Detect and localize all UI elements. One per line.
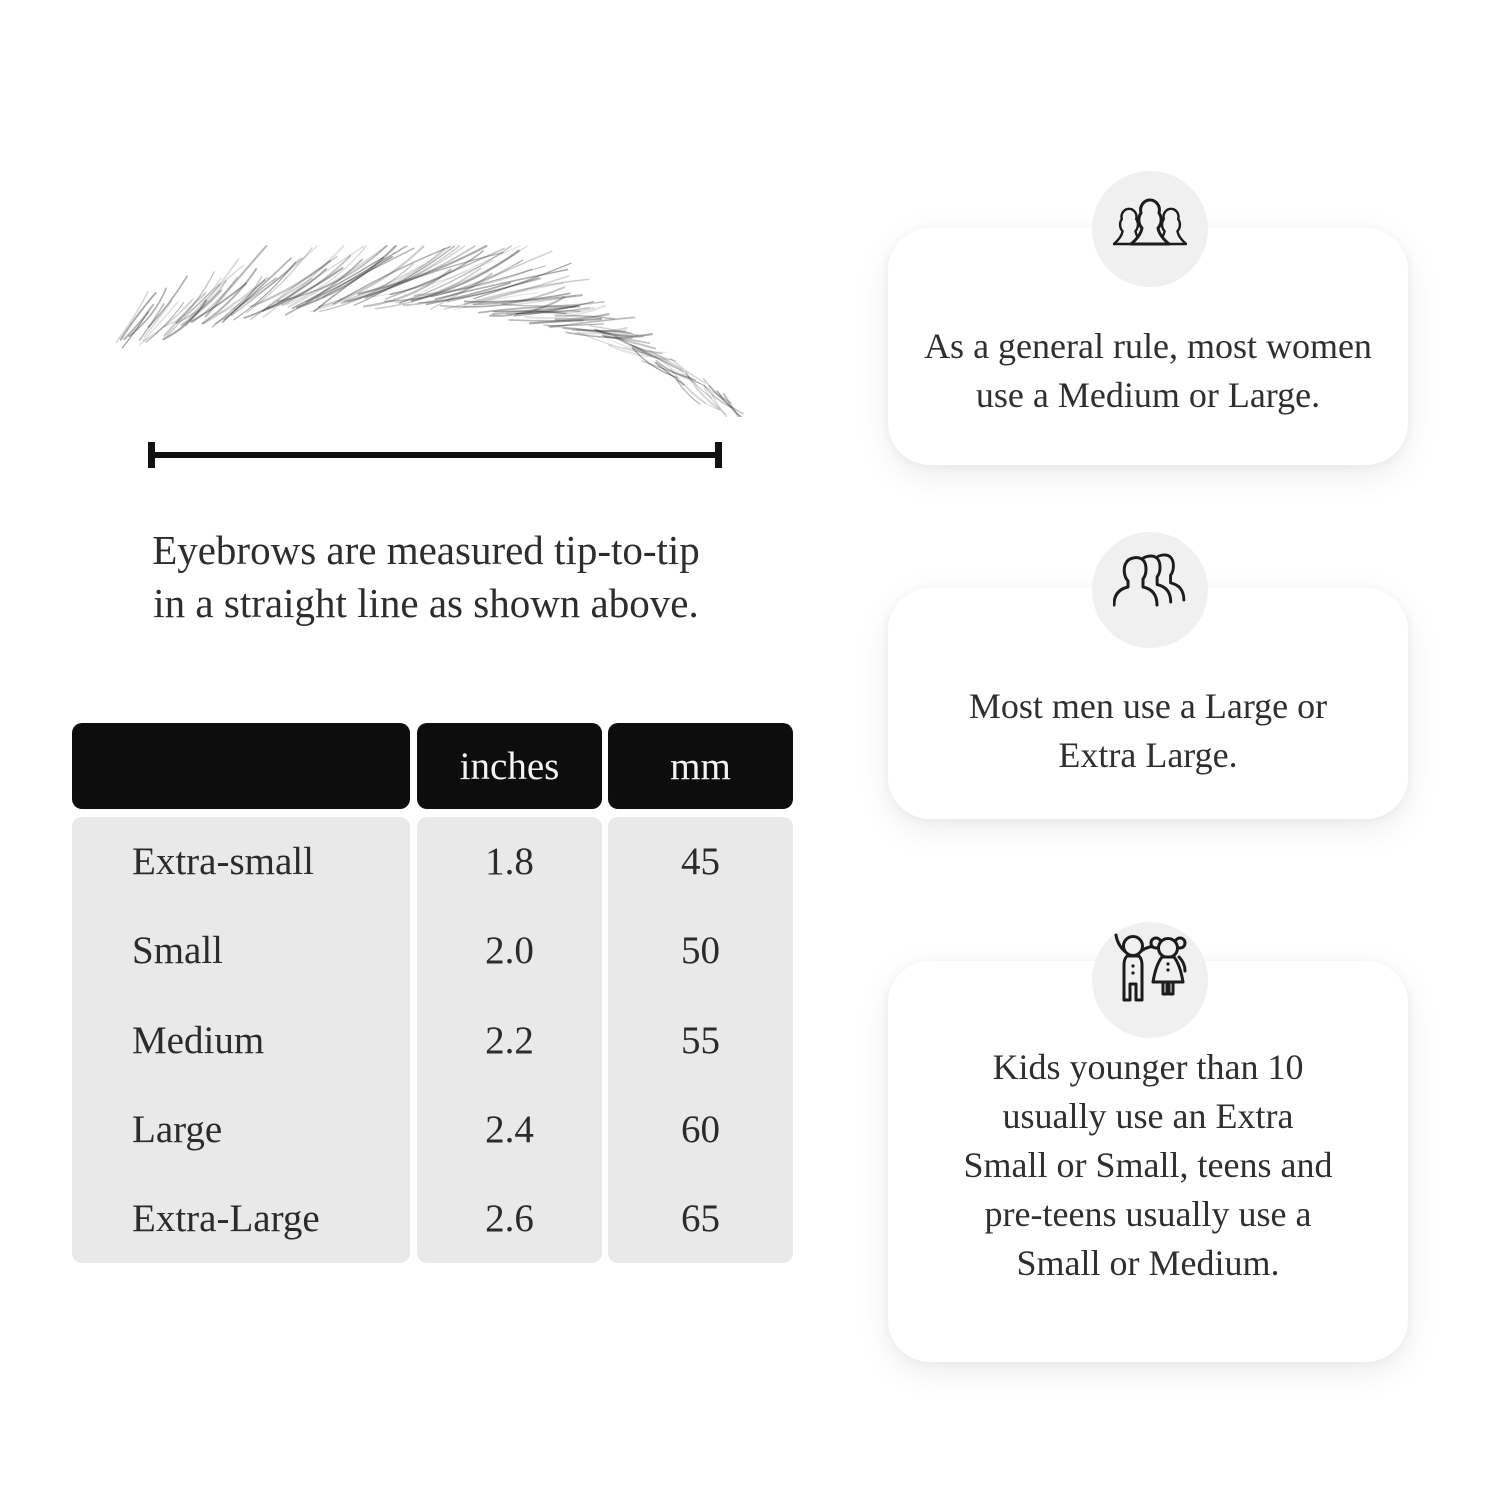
table-row-label: Medium: [132, 1018, 265, 1062]
tip-card-men-text: Most men use a Large or Extra Large.: [888, 682, 1408, 780]
size-table-header-mm: mm: [608, 723, 793, 809]
tip-text-line: Most men use a Large or: [968, 686, 1328, 726]
tip-card-women-text: As a general rule, most women use a Medi…: [888, 322, 1408, 420]
table-cell-inches: 2.2: [485, 1018, 534, 1062]
kids-icon: [1114, 933, 1187, 1002]
size-table-label-body: Extra-small Small Medium Large Extra-Lar…: [72, 817, 410, 1263]
table-cell-inches: 2.6: [485, 1196, 534, 1240]
measurement-line: [148, 442, 722, 468]
size-table-column-labels: Extra-small Small Medium Large Extra-Lar…: [72, 723, 410, 1263]
table-row-label: Small: [132, 929, 224, 973]
tip-text-line: usually use an Extra: [1002, 1096, 1294, 1136]
caption-line-2: in a straight line as shown above.: [153, 580, 699, 626]
table-row-label: Large: [132, 1107, 223, 1151]
tip-text-line: Kids younger than 10: [992, 1047, 1304, 1087]
women-group-icon: [1113, 198, 1187, 246]
tip-text-line: pre-teens usually use a: [984, 1194, 1312, 1234]
eyebrow-illustration: [115, 244, 744, 417]
table-cell-mm: 55: [681, 1018, 720, 1062]
measurement-line-left-cap: [148, 442, 155, 468]
size-table-header-blank: [72, 723, 410, 809]
caption-line-1: Eyebrows are measured tip-to-tip: [152, 527, 700, 573]
kids-badge: [1092, 922, 1208, 1038]
tip-text-line: Small or Small, teens and: [963, 1145, 1333, 1185]
tip-text-line: use a Medium or Large.: [975, 375, 1321, 415]
tip-text-line: Small or Medium.: [1016, 1243, 1280, 1283]
table-cell-mm: 60: [681, 1107, 720, 1151]
table-cell-mm: 45: [681, 840, 720, 884]
size-table-column-mm: mm 45 50 55 60 65: [608, 723, 793, 1263]
table-cell-mm: 65: [681, 1196, 720, 1240]
size-table-header-inches: inches: [417, 723, 602, 809]
measurement-caption: Eyebrows are measured tip-to-tip in a st…: [86, 524, 766, 630]
women-badge: [1092, 171, 1208, 287]
table-row-label: Extra-Large: [132, 1196, 320, 1240]
men-badge: [1092, 532, 1208, 648]
table-cell-inches: 1.8: [485, 840, 534, 884]
size-table-inches-body: 1.8 2.0 2.2 2.4 2.6: [417, 817, 602, 1263]
size-table-mm-body: 45 50 55 60 65: [608, 817, 793, 1263]
size-table-column-inches: inches 1.8 2.0 2.2 2.4 2.6: [417, 723, 602, 1263]
tip-card-kids-text: Kids younger than 10 usually use an Extr…: [888, 1043, 1408, 1288]
table-cell-mm: 50: [681, 929, 720, 973]
men-group-icon: [1113, 553, 1186, 607]
measurement-line-right-cap: [715, 442, 722, 468]
table-cell-inches: 2.0: [485, 929, 534, 973]
tip-text-line: As a general rule, most women: [924, 326, 1372, 366]
tip-text-line: Extra Large.: [1058, 735, 1238, 775]
table-cell-inches: 2.4: [485, 1107, 534, 1151]
table-row-label: Extra-small: [132, 840, 314, 884]
